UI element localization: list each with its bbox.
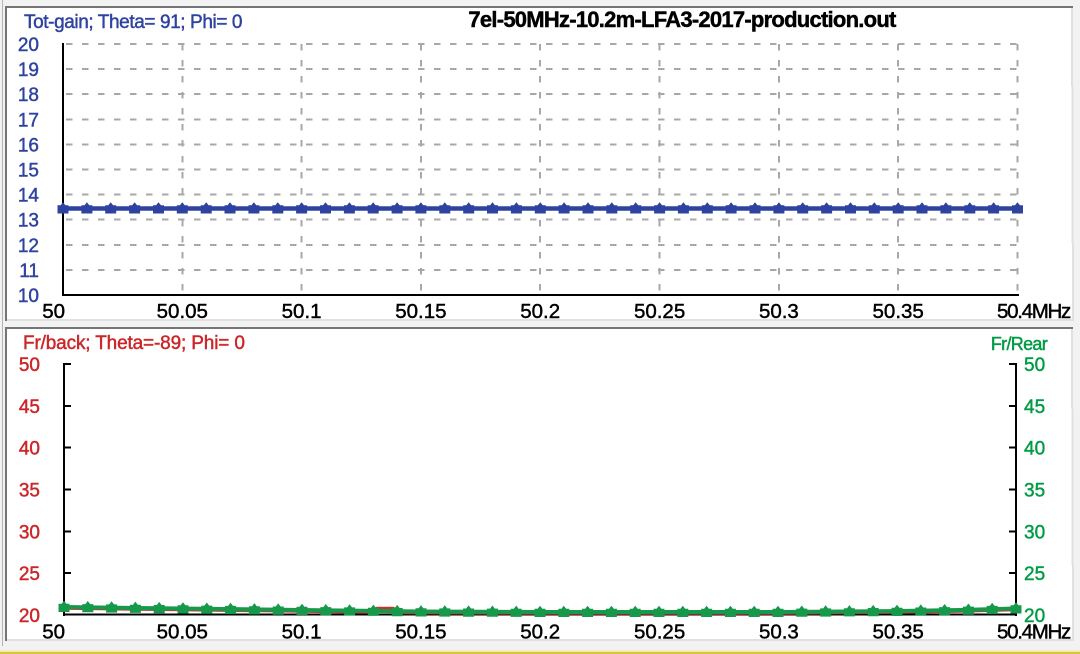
svg-text:50: 50 — [1024, 355, 1045, 376]
svg-text:25: 25 — [1024, 564, 1045, 585]
svg-text:40: 40 — [1024, 439, 1045, 460]
svg-text:Tot-gain; Theta= 91; Phi= 0: Tot-gain; Theta= 91; Phi= 0 — [24, 12, 242, 33]
svg-text:45: 45 — [19, 397, 40, 418]
svg-text:7el-50MHz-10.2m-LFA3-2017-prod: 7el-50MHz-10.2m-LFA3-2017-production.out — [468, 7, 897, 32]
svg-text:50.4MHz: 50.4MHz — [997, 300, 1071, 323]
svg-text:35: 35 — [19, 481, 40, 502]
svg-text:50: 50 — [42, 300, 65, 323]
svg-text:35: 35 — [1024, 481, 1045, 502]
svg-text:Fr/Rear: Fr/Rear — [991, 334, 1048, 354]
svg-text:14: 14 — [18, 186, 40, 207]
svg-text:50.1: 50.1 — [282, 300, 322, 323]
svg-text:50.05: 50.05 — [157, 300, 208, 323]
svg-text:11: 11 — [19, 261, 39, 282]
svg-text:30: 30 — [19, 522, 40, 543]
svg-text:20: 20 — [1024, 606, 1045, 627]
svg-text:50.1: 50.1 — [282, 621, 322, 644]
svg-text:Fr/back; Theta=-89; Phi= 0: Fr/back; Theta=-89; Phi= 0 — [23, 333, 245, 354]
svg-text:16: 16 — [18, 135, 39, 156]
svg-text:50.2: 50.2 — [520, 300, 560, 323]
svg-text:18: 18 — [18, 85, 39, 106]
svg-text:20: 20 — [18, 35, 39, 56]
svg-text:50.4MHz: 50.4MHz — [997, 621, 1071, 644]
svg-text:50.25: 50.25 — [634, 300, 685, 323]
svg-text:25: 25 — [19, 564, 40, 585]
svg-text:50.2: 50.2 — [520, 621, 560, 644]
svg-text:50.35: 50.35 — [873, 300, 924, 323]
svg-text:50.3: 50.3 — [759, 300, 799, 323]
svg-text:50.3: 50.3 — [759, 621, 799, 644]
svg-text:50.25: 50.25 — [634, 621, 685, 644]
svg-text:50.35: 50.35 — [873, 621, 924, 644]
svg-text:13: 13 — [18, 211, 39, 232]
svg-text:50.15: 50.15 — [395, 621, 446, 644]
svg-text:50: 50 — [42, 621, 65, 644]
svg-text:50.05: 50.05 — [157, 621, 208, 644]
svg-text:20: 20 — [19, 606, 40, 627]
svg-text:15: 15 — [18, 161, 39, 182]
svg-text:12: 12 — [18, 236, 39, 257]
svg-text:50.15: 50.15 — [395, 300, 446, 323]
svg-text:45: 45 — [1024, 397, 1045, 418]
svg-text:30: 30 — [1024, 522, 1045, 543]
svg-text:40: 40 — [19, 439, 40, 460]
svg-text:19: 19 — [18, 60, 39, 81]
svg-text:50: 50 — [19, 355, 40, 376]
svg-text:17: 17 — [18, 110, 39, 131]
svg-text:10: 10 — [18, 286, 39, 307]
